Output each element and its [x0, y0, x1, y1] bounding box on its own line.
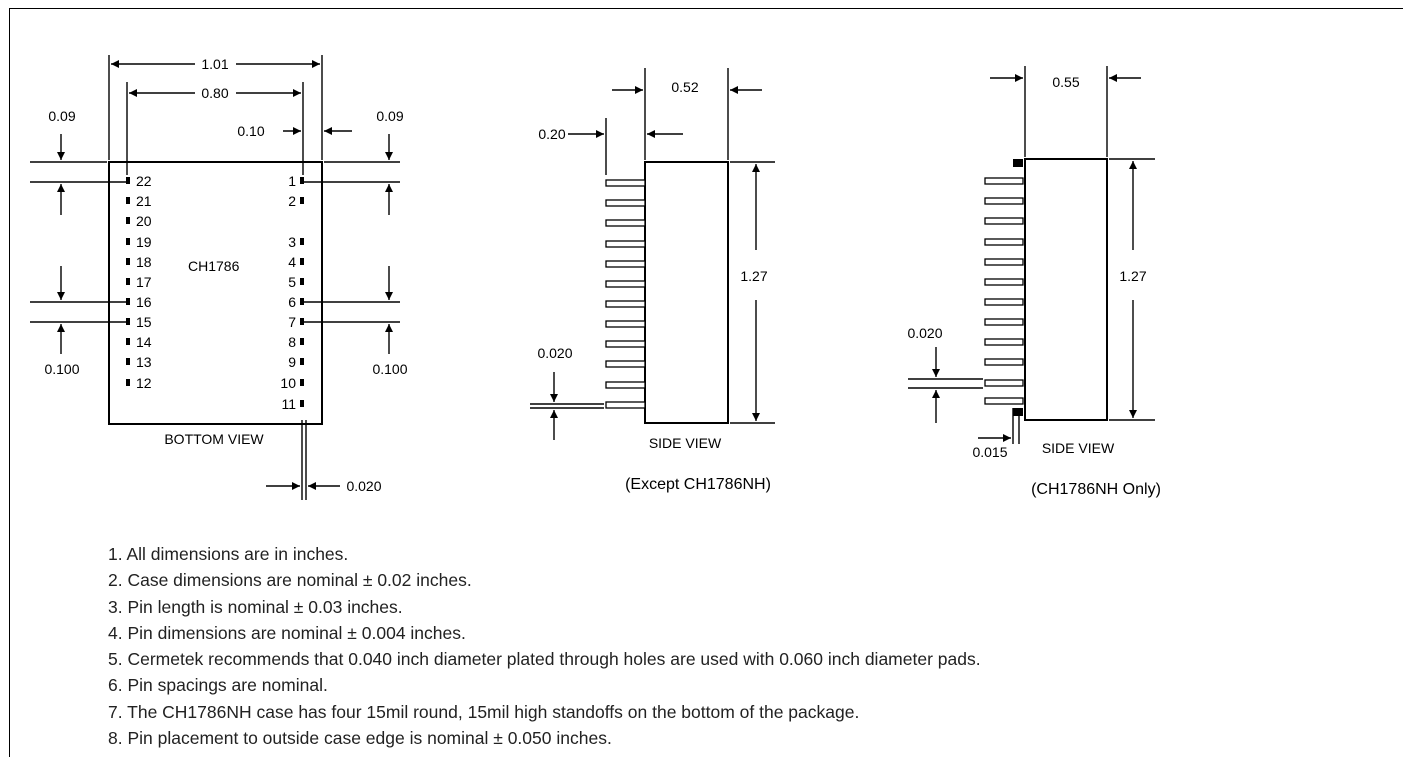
pin-label: 13: [136, 354, 152, 370]
dim-pin-row-spacing: 0.80: [201, 85, 228, 101]
side-view-nh: [908, 66, 1155, 444]
dim-pin-width: 0.020: [346, 478, 381, 494]
dim-depth-nh: 0.55: [1052, 74, 1079, 90]
pin-label: 18: [136, 254, 152, 270]
pin-label: 2: [288, 193, 296, 209]
pin-label: 10: [280, 375, 296, 391]
pin-label: 3: [288, 234, 296, 250]
side-view-nh-subtitle: (CH1786NH Only): [1031, 481, 1161, 498]
side-view-nh-pins: [984, 177, 1024, 405]
notes-list: 1. All dimensions are in inches. 2. Case…: [108, 541, 981, 751]
note-item: 6. Pin spacings are nominal.: [108, 675, 328, 696]
dim-pin-thickness-nh: 0.020: [907, 325, 942, 341]
note-item: 8. Pin placement to outside case edge is…: [108, 728, 612, 749]
dim-pin-length: 0.20: [538, 126, 565, 142]
note-item: 3. Pin length is nominal ± 0.03 inches.: [108, 596, 403, 617]
bottom-view-pin-dots: [126, 177, 304, 407]
drawing-frame: [9, 8, 1403, 757]
note-item: 2. Case dimensions are nominal ± 0.02 in…: [108, 570, 472, 591]
bottom-view-caption: BOTTOM VIEW: [164, 431, 264, 447]
pin-label: 19: [136, 234, 152, 250]
dim-pin-pitch-left: 0.100: [44, 361, 79, 377]
pin-label: 9: [288, 354, 296, 370]
pin-label: 7: [288, 314, 296, 330]
pin-label: 12: [136, 375, 152, 391]
pin-label: 14: [136, 334, 152, 350]
pin-label: 8: [288, 334, 296, 350]
dim-height-nh: 1.27: [1119, 268, 1146, 284]
dim-pin-thickness: 0.020: [537, 345, 572, 361]
pin-label: 22: [136, 173, 152, 189]
pin-label: 16: [136, 294, 152, 310]
pin-label: 20: [136, 213, 152, 229]
dim-edge-to-pin-left: 0.09: [48, 108, 75, 124]
dim-standoff: 0.015: [972, 444, 1007, 460]
note-item: 1. All dimensions are in inches.: [108, 544, 349, 564]
side-view-caption: SIDE VIEW: [649, 435, 722, 451]
dim-pin-pitch-right: 0.100: [372, 361, 407, 377]
side-view-subtitle: (Except CH1786NH): [625, 476, 771, 493]
case-outline: [108, 161, 323, 425]
note-item: 7. The CH1786NH case has four 15mil roun…: [108, 701, 860, 722]
note-item: 5. Cermetek recommends that 0.040 inch d…: [108, 649, 981, 670]
case-side-outline: [644, 161, 729, 424]
side-view-standard: [530, 68, 775, 440]
dim-overall-width: 1.01: [201, 56, 228, 72]
right-pin-labels: 1 2 3 4 5 6 7 8 9 10 11: [280, 173, 296, 412]
pin-label: 5: [288, 274, 296, 290]
note-item: 4. Pin dimensions are nominal ± 0.004 in…: [108, 622, 466, 643]
standoffs: [1013, 159, 1023, 416]
case-side-outline-nh: [1024, 158, 1108, 421]
pin-label: 4: [288, 254, 296, 270]
side-view-nh-caption: SIDE VIEW: [1042, 440, 1115, 456]
dim-height: 1.27: [740, 268, 767, 284]
pin-label: 15: [136, 314, 152, 330]
pin-label: 21: [136, 193, 152, 209]
pin-label: 17: [136, 274, 152, 290]
pin-label: 1: [288, 173, 296, 189]
bottom-view: [30, 55, 400, 500]
dim-pin-inset: 0.10: [237, 123, 264, 139]
left-pin-labels: 22 21 20 19 18 17 16 15 14 13 12: [136, 173, 152, 391]
part-label: CH1786: [188, 258, 240, 274]
dim-depth: 0.52: [671, 79, 698, 95]
dim-edge-to-pin-right: 0.09: [376, 108, 403, 124]
pin-label: 11: [281, 396, 296, 412]
side-view-standard-pins: [605, 179, 646, 409]
pin-label: 6: [288, 294, 296, 310]
